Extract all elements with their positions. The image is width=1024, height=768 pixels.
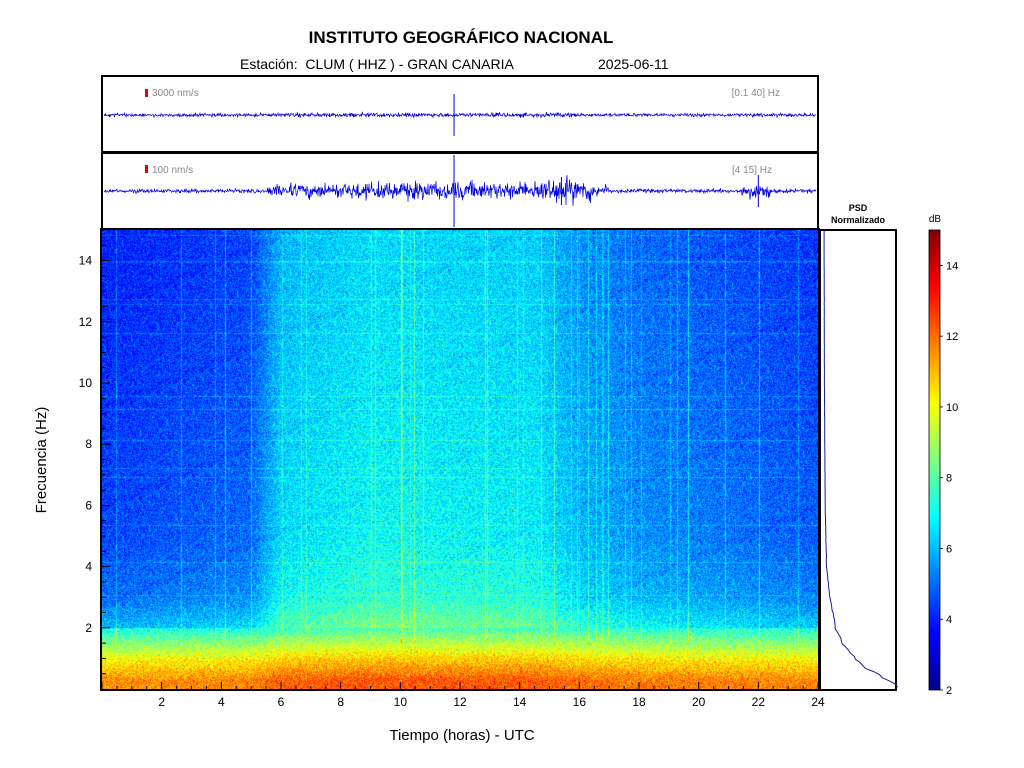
y-tick-label: 14 [79, 254, 93, 268]
x-tick-label: 2 [158, 695, 165, 709]
x-tick-label: 12 [453, 695, 467, 709]
psd-title-line1: PSD [849, 203, 868, 213]
scale-bar-marker [145, 165, 148, 173]
psd-frame [819, 229, 897, 691]
colorbar-tick-label: 8 [946, 473, 952, 485]
waveform-line [103, 111, 817, 119]
trace-band-label: [0.1 40] Hz [732, 88, 780, 99]
waveform-trace-broadband [103, 94, 817, 136]
y-tick-label: 10 [79, 376, 93, 390]
x-tick-label: 16 [573, 695, 587, 709]
psd-curve [823, 230, 898, 688]
spectrogram-heatmap [102, 230, 818, 689]
colorbar-tick-label: 4 [946, 614, 952, 626]
x-tick-label: 14 [513, 695, 527, 709]
trace-panel-filtered: 100 nm/s [4 15] Hz [101, 152, 819, 230]
x-axis-label: Tiempo (horas) - UTC [389, 727, 534, 744]
station-label: Estación: CLUM ( HHZ ) - GRAN CANARIA [240, 56, 514, 72]
x-tick-label: 18 [632, 695, 646, 709]
x-tick-label: 22 [752, 695, 766, 709]
trace-panel-broadband: 3000 nm/s [0.1 40] Hz [101, 75, 819, 153]
scale-bar-marker [145, 89, 148, 97]
y-tick-label: 8 [85, 437, 92, 451]
x-tick-label: 6 [278, 695, 285, 709]
y-tick-label: 2 [85, 621, 92, 635]
y-tick-label: 12 [79, 315, 93, 329]
colorbar-ticks: 2 4 6 8 10 12 14 [940, 260, 958, 697]
waveform-line [103, 175, 817, 206]
x-tick-label: 4 [218, 695, 225, 709]
y-axis: 2 4 6 8 10 12 14 [79, 229, 110, 675]
colorbar-scale [928, 229, 941, 691]
trace-scale-label: 100 nm/s [152, 165, 193, 176]
y-tick-label: 4 [85, 560, 92, 574]
date-label: 2025-06-11 [598, 56, 669, 72]
y-axis-label: Frecuencia (Hz) [33, 407, 50, 514]
trace-scale-label: 3000 nm/s [152, 88, 199, 99]
page-title: INSTITUTO GEOGRÁFICO NACIONAL [308, 28, 614, 47]
colorbar-tick-label: 2 [946, 685, 952, 697]
colorbar: dB 2 4 6 8 10 12 14 [928, 214, 958, 697]
colorbar-tick-label: 12 [946, 331, 958, 343]
colorbar-tick-label: 14 [946, 260, 958, 272]
x-tick-label: 8 [337, 695, 344, 709]
colorbar-unit: dB [929, 214, 942, 225]
trace-band-label: [4 15] Hz [732, 165, 772, 176]
waveform-trace-filtered [103, 155, 817, 227]
psd-title-line2: Normalizado [831, 215, 886, 225]
x-tick-label: 24 [811, 695, 825, 709]
colorbar-tick-label: 10 [946, 402, 958, 414]
x-axis: 2 4 6 8 10 12 14 16 18 20 22 24 [101, 682, 825, 709]
psd-panel: PSD Normalizado [819, 203, 898, 691]
y-tick-label: 6 [85, 498, 92, 512]
x-tick-label: 20 [692, 695, 706, 709]
colorbar-tick-label: 6 [946, 543, 952, 555]
x-tick-label: 10 [394, 695, 408, 709]
